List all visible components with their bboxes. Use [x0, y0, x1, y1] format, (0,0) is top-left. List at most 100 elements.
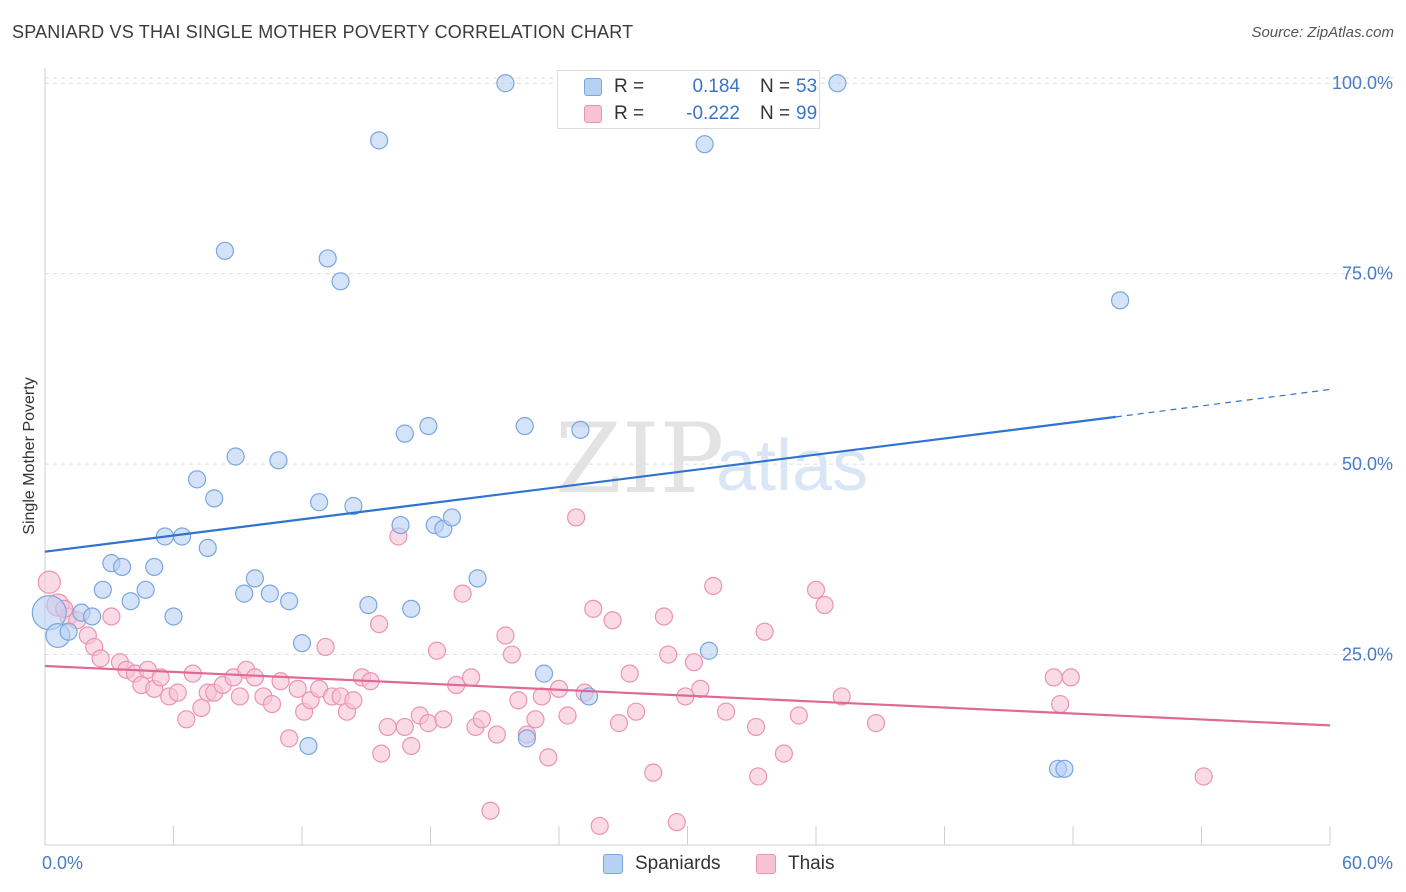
thais-point: [532, 687, 551, 706]
bottom-legend-label-spaniards: Spaniards: [635, 853, 721, 874]
y-tick-label: 25.0%: [1342, 645, 1393, 665]
thais-point: [37, 570, 61, 594]
spaniards-point: [198, 538, 217, 558]
spaniards-point: [136, 580, 155, 599]
thais-point: [1061, 668, 1080, 687]
thais-point: [102, 607, 121, 626]
spaniards-point: [359, 595, 378, 615]
watermark: ZIP atlas: [555, 403, 868, 515]
legend-r-value: -0.222: [686, 103, 740, 124]
spaniards-point: [828, 74, 847, 93]
spaniards-point: [370, 131, 389, 150]
spaniards-point: [515, 416, 534, 436]
spaniards-point: [235, 584, 254, 603]
spaniards-point: [299, 736, 318, 756]
thais-point: [704, 576, 723, 596]
thais-point: [427, 641, 447, 660]
spaniards-point: [468, 569, 487, 588]
spaniards-point: [695, 135, 714, 154]
spaniards-point: [391, 515, 410, 535]
spaniards-points: [31, 74, 1130, 778]
thais-point: [370, 614, 389, 634]
thais-point: [526, 710, 545, 729]
chart-title: SPANIARD VS THAI SINGLE MOTHER POVERTY C…: [12, 22, 634, 42]
spaniards-point: [571, 420, 590, 439]
thais-point: [151, 668, 170, 687]
y-tick-labels: 100.0% 75.0% 50.0% 25.0%: [1332, 73, 1393, 664]
spaniards-point: [1055, 759, 1074, 778]
thais-point: [659, 645, 678, 664]
spaniards-point: [245, 569, 264, 588]
spaniards-point: [318, 249, 337, 268]
spaniards-point: [402, 599, 421, 618]
thais-point: [626, 702, 646, 721]
thais-point: [832, 687, 851, 706]
spaniards-point: [517, 729, 536, 748]
legend-r-value: 0.184: [692, 76, 740, 97]
spaniards-point: [331, 272, 350, 291]
legend-r-label: R =: [614, 103, 645, 124]
thais-point: [584, 599, 603, 618]
thais-point: [774, 744, 793, 763]
thais-point: [609, 714, 629, 733]
spaniards-point: [121, 592, 140, 611]
thais-point: [644, 763, 663, 782]
thais-point: [419, 714, 438, 733]
thais-point: [806, 580, 826, 599]
thais-point: [316, 637, 335, 657]
spaniards-point: [344, 496, 363, 516]
thais-point: [1194, 767, 1213, 786]
thais-point: [395, 717, 414, 737]
spaniards-point: [226, 447, 245, 466]
spaniards-point: [215, 241, 234, 260]
thais-point: [280, 729, 299, 748]
bottom-legend-swatch-thais: [756, 854, 776, 874]
y-tick-label: 100.0%: [1332, 73, 1393, 93]
thais-point: [271, 672, 290, 691]
thais-point: [372, 744, 391, 763]
spaniards-point: [205, 489, 224, 508]
legend-swatch-spaniards: [584, 78, 602, 96]
spaniards-point: [172, 527, 192, 546]
thais-point: [453, 584, 472, 603]
spaniards-point: [269, 451, 288, 470]
thais-point: [177, 710, 196, 729]
spaniards-point: [112, 557, 132, 577]
thais-point: [502, 645, 521, 664]
x-tick-label-max: 60.0%: [1342, 853, 1393, 873]
thais-point: [567, 508, 586, 527]
spaniards-point: [419, 416, 438, 436]
thais-point: [716, 702, 736, 721]
bottom-legend-swatch-spaniards: [603, 854, 623, 874]
spaniards-trend-extension: [1115, 388, 1331, 418]
thais-point: [1044, 668, 1063, 687]
x-tick-label-min: 0.0%: [42, 853, 83, 873]
thais-point: [620, 664, 639, 683]
x-ticks: [44, 826, 1331, 845]
thais-point: [755, 622, 774, 641]
thais-point: [91, 649, 110, 668]
watermark-atlas: atlas: [716, 426, 868, 506]
spaniards-point: [496, 74, 515, 93]
thais-point: [487, 725, 506, 744]
spaniards-point: [310, 493, 329, 512]
legend: R = 0.184 N = 53 R = -0.222 N = 99: [557, 70, 820, 129]
thais-point: [509, 691, 528, 710]
thais-point: [262, 694, 282, 714]
spaniards-point: [59, 622, 78, 641]
thais-point: [378, 717, 397, 737]
thais-point: [590, 816, 609, 836]
thais-point: [496, 626, 515, 645]
thais-points: [37, 508, 1213, 836]
thais-point: [245, 668, 264, 687]
thais-point: [558, 706, 577, 725]
thais-point: [288, 679, 307, 698]
thais-point: [789, 706, 808, 725]
thais-point: [192, 698, 211, 717]
y-tick-label: 50.0%: [1342, 454, 1393, 474]
bottom-legend-label-thais: Thais: [788, 853, 835, 874]
thais-point: [434, 710, 453, 729]
thais-point: [539, 748, 558, 767]
legend-n-label: N =: [760, 103, 791, 124]
thais-point: [472, 710, 491, 729]
